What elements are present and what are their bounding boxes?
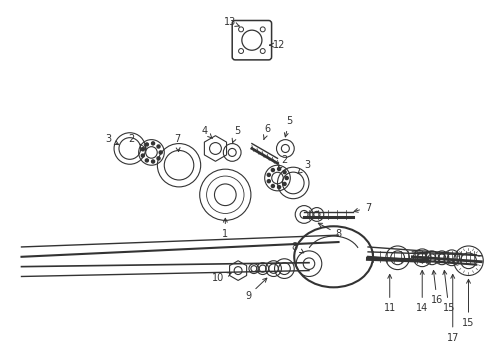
Text: 15: 15	[442, 270, 455, 313]
Circle shape	[277, 185, 281, 189]
Text: 14: 14	[416, 270, 428, 313]
Circle shape	[271, 168, 274, 172]
Text: 2: 2	[129, 134, 147, 148]
Circle shape	[146, 159, 148, 162]
Text: 11: 11	[384, 274, 396, 313]
Circle shape	[283, 183, 286, 185]
Circle shape	[268, 174, 270, 176]
Circle shape	[141, 154, 145, 157]
Text: 16: 16	[431, 270, 443, 305]
Text: 8: 8	[291, 242, 304, 253]
Circle shape	[151, 160, 155, 163]
Text: 7: 7	[174, 134, 180, 152]
Circle shape	[271, 184, 274, 188]
Text: 5: 5	[284, 116, 293, 137]
Circle shape	[159, 151, 162, 154]
Text: 17: 17	[446, 274, 459, 342]
Text: 3: 3	[105, 134, 119, 145]
Text: 1: 1	[222, 218, 228, 239]
Text: 13: 13	[224, 18, 239, 27]
Text: 7: 7	[354, 203, 371, 212]
Text: 10: 10	[212, 273, 231, 283]
Text: 12: 12	[270, 40, 286, 50]
Circle shape	[283, 171, 286, 174]
Text: 4: 4	[201, 126, 213, 139]
Text: 2: 2	[278, 155, 288, 169]
Circle shape	[277, 167, 281, 171]
Circle shape	[151, 142, 155, 145]
Text: 15: 15	[462, 279, 475, 328]
Text: 5: 5	[232, 126, 240, 143]
Text: 3: 3	[298, 160, 310, 174]
Text: 9: 9	[245, 278, 267, 301]
Circle shape	[146, 143, 148, 146]
Circle shape	[285, 176, 288, 180]
Text: 8: 8	[318, 223, 342, 239]
Circle shape	[157, 157, 160, 160]
Circle shape	[268, 180, 270, 183]
Text: 6: 6	[264, 124, 270, 139]
Circle shape	[157, 145, 160, 148]
Circle shape	[141, 148, 145, 151]
